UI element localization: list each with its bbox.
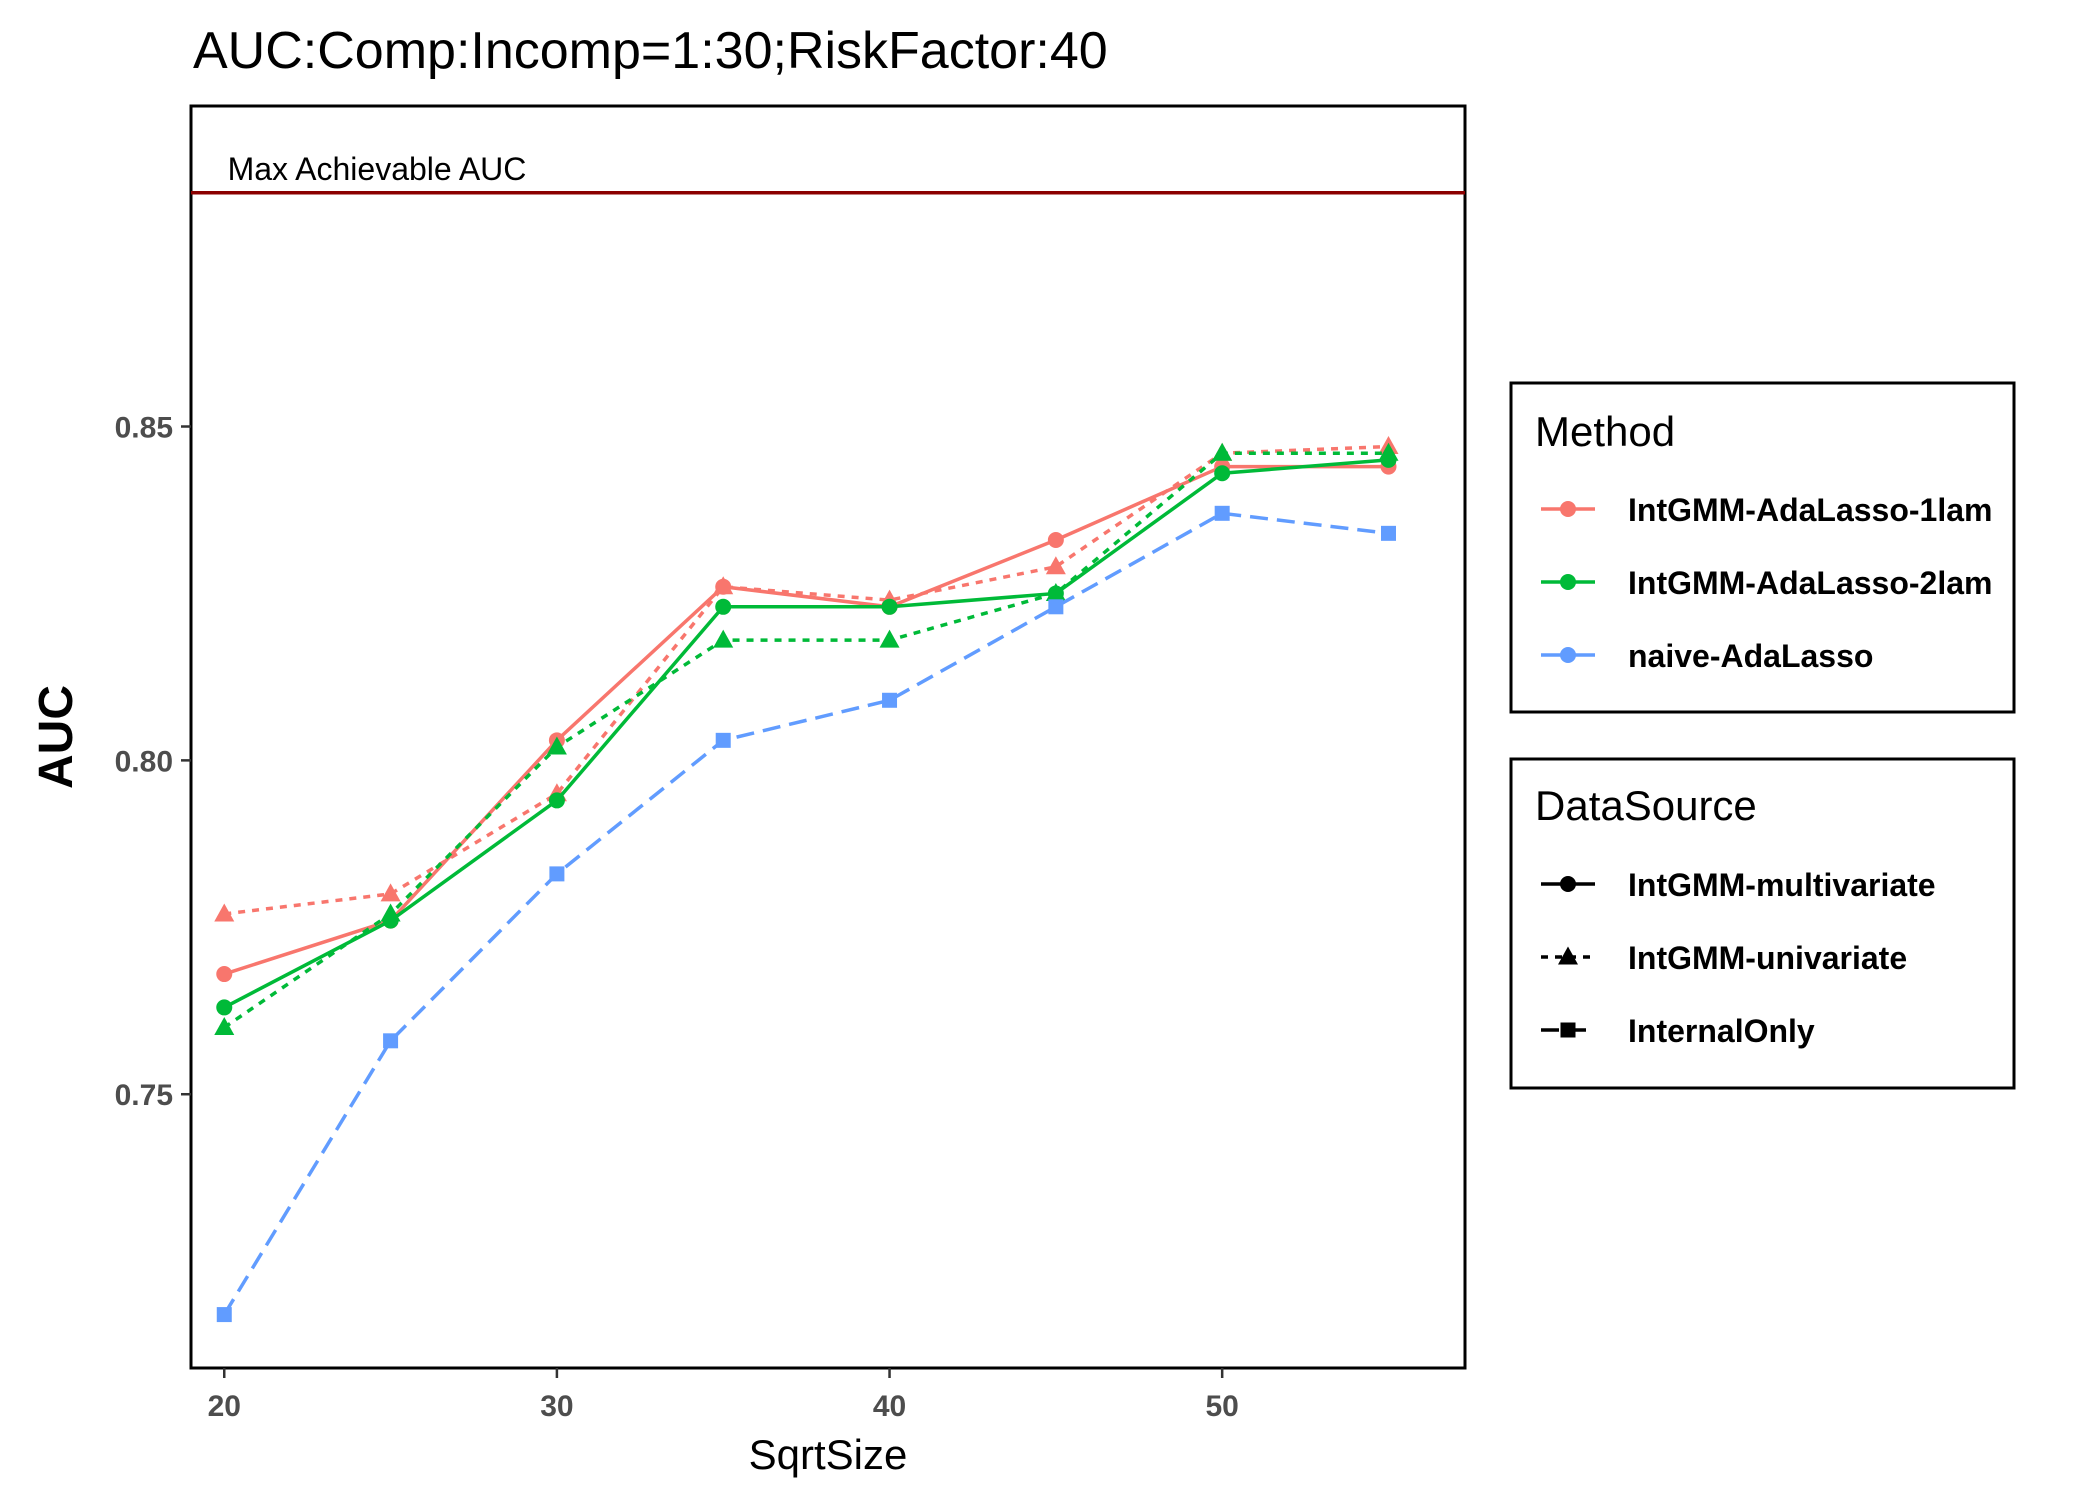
data-point [216,966,233,983]
data-point [548,792,565,809]
data-point [214,1016,235,1035]
data-point [1045,556,1066,575]
x-tick-label: 50 [1205,1390,1238,1423]
y-tick-label: 0.85 [115,412,173,445]
data-point [216,999,233,1016]
x-tick-label: 40 [873,1390,906,1423]
data-point [713,576,734,595]
data-point [1047,532,1064,549]
legend-key-marker [1560,574,1576,590]
legend-datasource: DataSource IntGMM-multivariate IntGMM-uni… [1509,757,2016,1090]
series-line [222,511,1389,1316]
data-point [715,598,732,615]
reference-line-label: Max Achievable AUC [228,151,527,187]
data-point [879,629,900,648]
data-point [214,903,235,922]
legend-method-label: IntGMM-AdaLasso-2lam [1628,565,1992,601]
legend-datasource-label: InternalOnly [1628,1013,1815,1049]
legend-key-marker [1560,1022,1576,1038]
series-line [223,458,1389,1009]
plot-border [189,104,1467,1370]
data-point [715,732,731,748]
series-layer [214,436,1399,1323]
series-line [224,444,1389,916]
data-point [1214,465,1231,482]
chart-title: AUC:Comp:Incomp=1:30;RiskFactor:40 [193,22,1108,80]
legend-method-label: naive-AdaLasso [1628,638,1873,674]
data-point [1214,505,1230,521]
legend-key-marker [1560,876,1576,892]
data-point [1045,582,1066,601]
data-point [216,1307,232,1323]
x-axis: 20 30 40 50 [208,1368,1239,1423]
y-tick-label: 0.75 [115,1079,173,1112]
y-axis-title: AUC [30,685,83,789]
legend-method: Method IntGMM-AdaLasso-1lamIntGMM-AdaLas… [1509,381,2016,714]
legend-method-title: Method [1535,408,1675,455]
x-axis-title: SqrtSize [749,1431,908,1478]
legend-key-marker [1560,647,1576,663]
legend-datasource-title: DataSource [1535,782,1757,829]
series-line [223,451,1389,1029]
legend-key-marker [1560,501,1576,517]
data-point [549,866,565,882]
data-point [1380,525,1396,541]
y-axis: 0.75 0.80 0.85 [115,412,191,1112]
data-point [1378,442,1399,461]
legend-method-box [1509,381,2016,714]
data-point [1048,599,1064,615]
legend-datasource-label: IntGMM-univariate [1628,940,1907,976]
plot-panel [189,104,1467,1370]
legend-datasource-entries: IntGMM-multivariate IntGMM-univariate Inte… [1541,867,1936,1049]
legend-method-label: IntGMM-AdaLasso-1lam [1628,492,1992,528]
data-point [881,598,898,615]
data-point [546,736,567,755]
legend-datasource-box [1509,757,2016,1090]
data-point [383,1033,399,1049]
data-point [1212,442,1233,461]
x-tick-label: 30 [540,1390,573,1423]
data-point [882,692,898,708]
data-point [380,903,401,922]
y-tick-label: 0.80 [115,745,173,778]
legend-key-marker [1558,946,1578,965]
legend-datasource-label: IntGMM-multivariate [1628,867,1936,903]
legend-method-entries: IntGMM-AdaLasso-1lam IntGMM-AdaLasso-2lam… [1541,492,1992,674]
data-point [380,883,401,902]
data-point [713,629,734,648]
x-tick-label: 20 [208,1390,241,1423]
